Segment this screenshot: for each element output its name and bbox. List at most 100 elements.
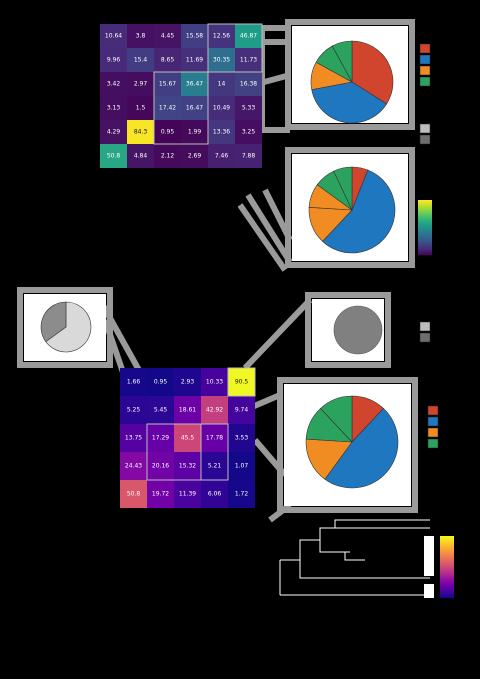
- colorbar-viridis-band: [418, 221, 432, 223]
- hm2-cell-label: 2.93: [181, 379, 195, 386]
- hm1-cell-label: 36.47: [186, 81, 203, 88]
- colorbar-viridis-band: [418, 232, 432, 234]
- colorbar-viridis-band: [418, 253, 432, 255]
- pie-1-slice: [322, 169, 396, 254]
- colorbar-plasma-band: [440, 596, 454, 598]
- hm2-cell: [120, 424, 147, 452]
- hm2-cell: [174, 424, 201, 452]
- hm2-cell-label: 42.92: [206, 407, 223, 414]
- hm2-zoom-frame-1: [227, 367, 256, 397]
- hm2-cell-label: 15.32: [179, 463, 196, 470]
- connector-frame-c: [17, 287, 113, 368]
- colorbar-plasma-band: [440, 560, 454, 562]
- colorbar-viridis-band: [418, 201, 432, 203]
- hm1-cell: [235, 96, 262, 120]
- colorbar-viridis-band: [418, 224, 432, 226]
- colorbar-plasma-band: [440, 595, 454, 597]
- hm1-cell-label: 50.8: [107, 153, 121, 160]
- hm1-cell-label: 13.36: [213, 129, 230, 136]
- hm1-cell: [208, 24, 235, 48]
- hm1-cell-label: 84.3: [134, 129, 148, 136]
- hm1-cell: [181, 48, 208, 72]
- hm1-cell: [154, 144, 181, 168]
- hm1-cell-label: 46.87: [240, 33, 257, 40]
- colorbar-viridis-band: [418, 214, 432, 216]
- colorbar-plasma-band: [440, 544, 454, 546]
- hm2-cell-label: 6.06: [208, 491, 222, 498]
- hm1-cell-label: 11.73: [240, 57, 257, 64]
- hm1-cell-label: 11.69: [186, 57, 203, 64]
- colorbar-plasma-band: [440, 549, 454, 551]
- colorbar-plasma-band: [440, 580, 454, 582]
- dendrogram-branch-7: [344, 552, 365, 561]
- colorbar-plasma-band: [440, 583, 454, 585]
- hm2-cell: [120, 452, 147, 480]
- legend-swatch-gray-b-1: [419, 332, 431, 343]
- colorbar-plasma-band: [440, 572, 454, 574]
- colorbar-viridis-band: [418, 244, 432, 246]
- colorbar-plasma-band: [440, 574, 454, 576]
- colorbars: [418, 200, 454, 599]
- hm1-cell: [127, 24, 154, 48]
- hm2-cell: [147, 368, 174, 396]
- colorbar-viridis-band: [418, 246, 432, 248]
- hm2-cell: [174, 452, 201, 480]
- hm2-cell-label: 17.78: [206, 435, 223, 442]
- colorbar-viridis-band: [418, 202, 432, 204]
- colorbar-plasma-band: [440, 578, 454, 580]
- colorbar-white-block-a: [424, 536, 434, 576]
- hm2-cell: [228, 368, 255, 396]
- hm1-cell-label: 30.35: [213, 57, 230, 64]
- colorbar-plasma-band: [440, 588, 454, 590]
- hm2-cell-label: 13.75: [125, 435, 142, 442]
- hm1-cell: [127, 48, 154, 72]
- hm1-cell: [127, 96, 154, 120]
- legend-swatch-0-2: [419, 65, 431, 76]
- colorbar-viridis-band: [418, 230, 432, 232]
- legend-swatch-gray-b-0: [419, 134, 431, 145]
- colorbar-plasma-band: [440, 539, 454, 541]
- hm1-cell: [208, 144, 235, 168]
- colorbar-plasma-band: [440, 579, 454, 581]
- colorbar-viridis-band: [418, 234, 432, 236]
- colorbar-viridis-band: [418, 236, 432, 238]
- colorbar-viridis-band: [418, 241, 432, 243]
- colorbar-viridis-band: [418, 203, 432, 205]
- hm2-cell: [228, 480, 255, 508]
- colorbar-viridis-band: [418, 245, 432, 247]
- legend-swatches: [419, 43, 439, 449]
- connector-frame-e: [277, 377, 418, 513]
- hm1-cell: [154, 24, 181, 48]
- colorbar-viridis-band: [418, 208, 432, 210]
- legend-swatch-0-1: [419, 54, 431, 65]
- colorbar-plasma-band: [440, 540, 454, 542]
- colorbar-plasma-band: [440, 590, 454, 592]
- colorbar-plasma-band: [440, 587, 454, 589]
- hm2-cell-label: 45.5: [181, 435, 195, 442]
- colorbar-viridis-band: [418, 237, 432, 239]
- colorbar-white-block-b: [424, 584, 434, 598]
- hm2-cell-label: 50.8: [127, 491, 141, 498]
- colorbar-viridis-band: [418, 222, 432, 224]
- dendrogram: [279, 519, 430, 596]
- hm1-cell-label: 15.58: [186, 33, 203, 40]
- colorbar-viridis-band: [418, 233, 432, 235]
- hm1-cell: [208, 96, 235, 120]
- hm1-cell: [208, 48, 235, 72]
- colorbar-viridis-band: [418, 209, 432, 211]
- hm1-cell: [100, 72, 127, 96]
- colorbar-plasma-band: [440, 548, 454, 550]
- colorbar-viridis-band: [418, 227, 432, 229]
- colorbar-viridis-band: [418, 238, 432, 240]
- hm1-cell-label: 3.42: [107, 81, 121, 88]
- colorbar-plasma-band: [440, 538, 454, 540]
- hm1-cell: [181, 72, 208, 96]
- colorbar-viridis-band: [418, 254, 432, 256]
- hm1-cell-label: 15.4: [134, 57, 148, 64]
- hm1-cell-label: 3.8: [136, 33, 146, 40]
- colorbar-plasma-band: [440, 589, 454, 591]
- hm1-cell: [154, 96, 181, 120]
- hm1-cell-label: 3.13: [107, 105, 121, 112]
- hm2-cell: [228, 396, 255, 424]
- hm1-cell-label: 16.38: [240, 81, 257, 88]
